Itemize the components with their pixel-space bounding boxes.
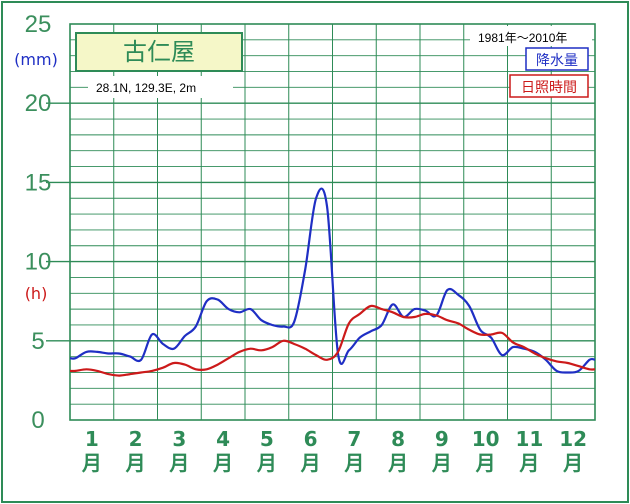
month-number: 4	[216, 427, 230, 451]
month-number: 3	[172, 427, 186, 451]
legend-sunshine-box	[509, 74, 589, 98]
month-unit: 月	[256, 451, 277, 475]
month-number: 11	[515, 427, 543, 451]
title-box-frame	[75, 32, 243, 72]
precipitation-line	[69, 187, 596, 374]
month-number: 12	[559, 427, 587, 451]
month-unit: 月	[518, 451, 539, 475]
station-title: 古仁屋	[123, 38, 195, 66]
month-unit: 月	[387, 451, 408, 475]
y-axis-ticks: 0 5 10 15 20 25	[25, 11, 52, 434]
legend: 降水量 日照時間	[509, 47, 589, 98]
month-number: 2	[129, 427, 143, 451]
grid	[46, 24, 595, 420]
month-number: 5	[260, 427, 274, 451]
legend-precip-box	[525, 47, 589, 71]
title-box: 古仁屋	[75, 32, 243, 72]
month-number: 8	[391, 427, 405, 451]
precip-unit-label: (mm)	[14, 50, 58, 69]
y-tick-label: 20	[25, 90, 52, 117]
month-unit: 月	[475, 451, 496, 475]
month-unit: 月	[81, 451, 102, 475]
legend-precip-label: 降水量	[536, 53, 578, 69]
month-unit: 月	[212, 451, 233, 475]
month-unit: 月	[125, 451, 146, 475]
period-label: 1981年〜2010年	[478, 31, 567, 45]
month-unit: 月	[300, 451, 321, 475]
month-number: 10	[472, 427, 500, 451]
station-coordinates: 28.1N, 129.3E, 2m	[96, 81, 196, 95]
month-unit: 月	[168, 451, 189, 475]
y-tick-label: 5	[31, 328, 44, 355]
y-tick-label: 15	[25, 169, 52, 196]
month-number: 6	[304, 427, 318, 451]
month-number: 9	[435, 427, 449, 451]
month-number: 7	[347, 427, 361, 451]
sunshine-line	[69, 304, 596, 377]
series-lines	[69, 187, 596, 377]
y-tick-label: 0	[31, 407, 44, 434]
legend-sunshine-label: 日照時間	[521, 80, 577, 96]
coordinates-bg	[88, 76, 233, 98]
month-number: 1	[85, 427, 99, 451]
period-bg	[470, 26, 592, 46]
y-tick-label: 10	[25, 249, 52, 276]
y-tick-label: 25	[25, 11, 52, 38]
month-unit: 月	[562, 451, 583, 475]
month-unit: 月	[343, 451, 364, 475]
sunshine-unit-label: (h)	[25, 284, 48, 303]
month-unit: 月	[431, 451, 452, 475]
